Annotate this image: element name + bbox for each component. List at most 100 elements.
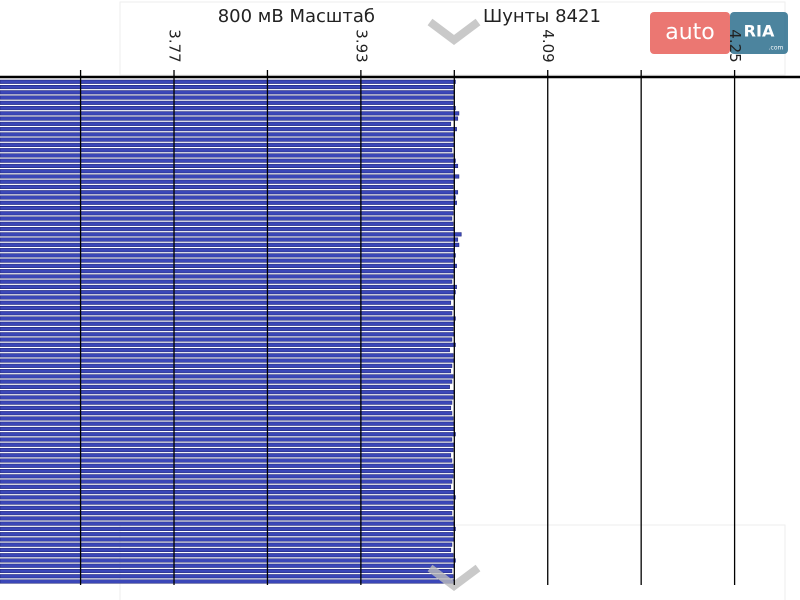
bar bbox=[0, 137, 454, 142]
bar bbox=[0, 158, 456, 163]
watermark-accent-bg bbox=[730, 12, 788, 54]
bar bbox=[0, 511, 453, 516]
bar bbox=[0, 200, 457, 205]
bar bbox=[0, 474, 454, 479]
bar bbox=[0, 558, 456, 563]
bar bbox=[0, 179, 455, 184]
bar bbox=[0, 284, 457, 289]
bar bbox=[0, 274, 454, 279]
bar bbox=[0, 216, 453, 221]
bar bbox=[0, 190, 459, 195]
bar bbox=[0, 342, 456, 347]
bar bbox=[0, 106, 456, 111]
bar bbox=[0, 453, 452, 458]
bar bbox=[0, 148, 453, 153]
bar bbox=[0, 490, 455, 495]
bar bbox=[0, 174, 460, 179]
bar bbox=[0, 353, 454, 358]
bar bbox=[0, 379, 453, 384]
bar bbox=[0, 547, 452, 553]
bar bbox=[0, 405, 452, 410]
bar bbox=[0, 305, 454, 311]
x-tick-label: 4.25 bbox=[726, 29, 744, 62]
bar bbox=[0, 479, 453, 484]
bar bbox=[0, 253, 456, 258]
bar bbox=[0, 432, 456, 437]
bar bbox=[0, 100, 454, 105]
watermark: auto RIA .com bbox=[650, 12, 788, 54]
bar bbox=[0, 563, 455, 568]
bar bbox=[0, 132, 455, 137]
bar bbox=[0, 500, 454, 505]
bar bbox=[0, 574, 454, 579]
bar bbox=[0, 269, 455, 274]
bar bbox=[0, 421, 455, 426]
bar bbox=[0, 79, 456, 84]
bar bbox=[0, 206, 455, 211]
bar bbox=[0, 426, 455, 432]
bar bbox=[0, 248, 455, 253]
bar bbox=[0, 542, 453, 547]
bar bbox=[0, 195, 456, 200]
bar bbox=[0, 95, 455, 100]
bar bbox=[0, 321, 455, 326]
bar bbox=[0, 121, 452, 126]
watermark-accent: RIA bbox=[744, 22, 775, 41]
bar bbox=[0, 526, 456, 531]
bar bbox=[0, 221, 454, 226]
bar bbox=[0, 521, 455, 526]
chart-subtitle: Шунты 8421 bbox=[483, 6, 601, 27]
x-tick-label: 4.09 bbox=[539, 29, 557, 62]
bar bbox=[0, 311, 453, 316]
bar bbox=[0, 142, 455, 147]
bar bbox=[0, 537, 455, 542]
bar bbox=[0, 437, 453, 442]
bar bbox=[0, 258, 454, 263]
bar bbox=[0, 369, 452, 374]
bar bbox=[0, 300, 452, 305]
bar bbox=[0, 237, 459, 242]
bar bbox=[0, 295, 455, 300]
bar bbox=[0, 416, 454, 421]
bar bbox=[0, 290, 456, 295]
bar bbox=[0, 505, 455, 510]
bar bbox=[0, 395, 454, 400]
scroll-up[interactable] bbox=[427, 18, 481, 45]
bar bbox=[0, 316, 456, 321]
bar bbox=[0, 568, 453, 574]
bar bbox=[0, 532, 454, 537]
scroll-down[interactable] bbox=[427, 564, 481, 591]
bar bbox=[0, 484, 452, 489]
bar bbox=[0, 227, 455, 232]
bar bbox=[0, 85, 454, 90]
x-tick-label: 3.93 bbox=[352, 29, 370, 62]
x-tick-label: 3.77 bbox=[166, 29, 184, 62]
watermark-domain: .com bbox=[769, 45, 784, 52]
chart-title: 800 мВ Масштаб bbox=[218, 6, 375, 27]
bar bbox=[0, 363, 453, 368]
plot-area bbox=[0, 79, 462, 584]
bar bbox=[0, 442, 455, 447]
bar bbox=[0, 326, 454, 332]
watermark-brand: auto bbox=[665, 20, 715, 45]
bar bbox=[0, 184, 454, 190]
bar bbox=[0, 579, 455, 584]
bar bbox=[0, 153, 454, 158]
bar bbox=[0, 169, 454, 174]
bar bbox=[0, 553, 454, 558]
bar bbox=[0, 211, 454, 216]
bar bbox=[0, 242, 460, 247]
bar bbox=[0, 90, 455, 95]
bar bbox=[0, 358, 455, 363]
bar bbox=[0, 127, 457, 132]
bar bbox=[0, 469, 455, 474]
bar bbox=[0, 116, 459, 121]
bar bbox=[0, 232, 462, 237]
bar bbox=[0, 279, 453, 284]
bar bbox=[0, 495, 456, 500]
bar bbox=[0, 348, 450, 353]
bar bbox=[0, 384, 450, 389]
bar bbox=[0, 463, 454, 468]
bar bbox=[0, 411, 453, 416]
